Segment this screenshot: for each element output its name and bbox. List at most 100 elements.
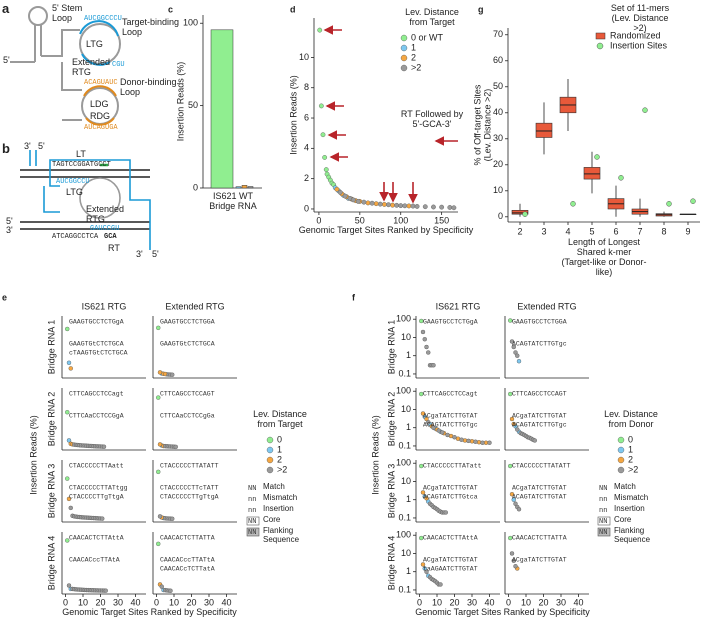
column-title: Extended RTG (517, 301, 576, 311)
sequence-label: ACgaTATCTTGTAT (512, 485, 567, 492)
point (322, 155, 328, 160)
y-tick-label: 10 (299, 52, 309, 62)
point (323, 167, 329, 172)
diagram-label: LTG (86, 39, 103, 49)
key-label: Flanking Sequence (614, 526, 651, 544)
legend-title: Set of 11-mers (Lev. Distance >2) (610, 3, 670, 33)
row-label: Bridge RNA 4 (46, 536, 56, 591)
x-tick-label: 7 (637, 226, 642, 236)
x-tick-label: 30 (113, 597, 123, 607)
sequence-label: ACgaTATCTTGTAT (423, 557, 478, 564)
y-tick-label: 0.1 (398, 368, 411, 378)
y-tick-label: 1 (406, 494, 411, 504)
point (156, 469, 161, 475)
sequence-label: ACAGTATCTTGTgc (423, 422, 478, 429)
x-tick-label: 8 (661, 226, 666, 236)
point (173, 444, 178, 450)
sequence-label: CTTCAGCCTCCagt (69, 391, 124, 398)
point (68, 366, 73, 371)
panel-letter: e (2, 292, 7, 302)
point (431, 425, 436, 430)
column-title: IS621 RTG (436, 301, 481, 311)
x-tick-label: 20 (186, 597, 196, 607)
legend-label: 1 (628, 444, 633, 454)
point (168, 588, 173, 593)
sequence-label: ACAGTATCTTGtca (423, 494, 478, 501)
diagram-label: RT (108, 243, 120, 253)
sequence-label: CTACCCCCTTAatt (69, 463, 124, 470)
point (509, 339, 515, 344)
panel-letter: f (352, 292, 356, 302)
target-guide (79, 20, 119, 37)
panel-letter: d (290, 4, 296, 14)
diagram-label: LDG (90, 99, 109, 109)
sequence: ACAGUAUC (84, 79, 118, 87)
sequence: GAUCCGU (90, 225, 120, 233)
y-tick-label: 0.1 (398, 440, 411, 450)
point (480, 440, 485, 445)
stem-loop (28, 6, 48, 26)
legend-marker (266, 456, 274, 464)
diagram-label: Target-binding Loop (122, 17, 180, 37)
end-label: 3' (24, 141, 31, 151)
key-label: Insertion (263, 504, 294, 513)
point (65, 410, 70, 415)
point (103, 588, 108, 593)
point (66, 438, 72, 443)
point (422, 337, 427, 342)
x-tick-label: 0 (63, 597, 68, 607)
legend-label: 0 (277, 434, 282, 444)
key-label: Match (263, 482, 285, 491)
key-sample: nn (248, 496, 256, 504)
legend-label: 0 (628, 434, 633, 444)
row-label: Bridge RNA 4 (386, 536, 396, 591)
key-box (597, 527, 611, 537)
y-tick-label: 10 (401, 332, 411, 342)
y-tick-label: 20 (493, 159, 503, 169)
y-tick-label: 100 (396, 386, 411, 396)
point (439, 204, 445, 210)
x-tick-label: IS621 WT Bridge RNA (209, 191, 257, 211)
point (414, 203, 420, 209)
legend-label: 0 or WT (411, 32, 444, 42)
point (157, 442, 163, 447)
legend-label: 1 (411, 42, 416, 52)
y-axis-label: Insertion Reads (%) (28, 415, 38, 495)
sequence-label: ACgaTATCTTGTAT (512, 557, 567, 564)
sequence: CGU (112, 61, 125, 69)
legend-marker (400, 34, 408, 42)
rna-strand (49, 159, 151, 250)
y-tick-label: 100 (396, 458, 411, 468)
diagram-b (20, 150, 151, 250)
point (508, 535, 513, 541)
end-label: 5' (152, 249, 159, 259)
point (369, 200, 375, 206)
point (509, 492, 515, 497)
x-tick-label: 40 (130, 597, 140, 607)
point (431, 204, 436, 210)
point (532, 438, 537, 443)
sequence-label: CTACCCCCTTATATT (160, 463, 219, 470)
point (459, 437, 464, 442)
end-label: 3' (136, 249, 143, 259)
y-tick-label: 50 (493, 81, 503, 91)
bar (241, 185, 248, 189)
rna-strand (29, 150, 60, 213)
legend-label: Insertion Sites (610, 40, 668, 50)
diagram-label: RDG (90, 111, 110, 121)
key-sample: nn (248, 507, 256, 515)
sequence-label: ACgaTATCTTGTAT (423, 485, 478, 492)
x-axis-label: Genomic Target Sites Ranked by Specifici… (415, 607, 590, 617)
point (424, 569, 429, 574)
point (513, 564, 518, 569)
x-tick-label: 0 (316, 215, 321, 225)
sequence-label: CAACACTCTTATTA (160, 535, 215, 542)
column-title: IS621 RTG (82, 301, 127, 311)
dna-strand (20, 169, 150, 178)
point (508, 463, 513, 469)
diagram-label: 5' Stem Loop (52, 3, 83, 23)
sequence-label: cTAAGTGtCTCTGCA (69, 350, 128, 357)
point (420, 562, 426, 567)
sequence-label: CAACACccTTAtA (69, 557, 120, 564)
rna-backbone (10, 25, 80, 63)
